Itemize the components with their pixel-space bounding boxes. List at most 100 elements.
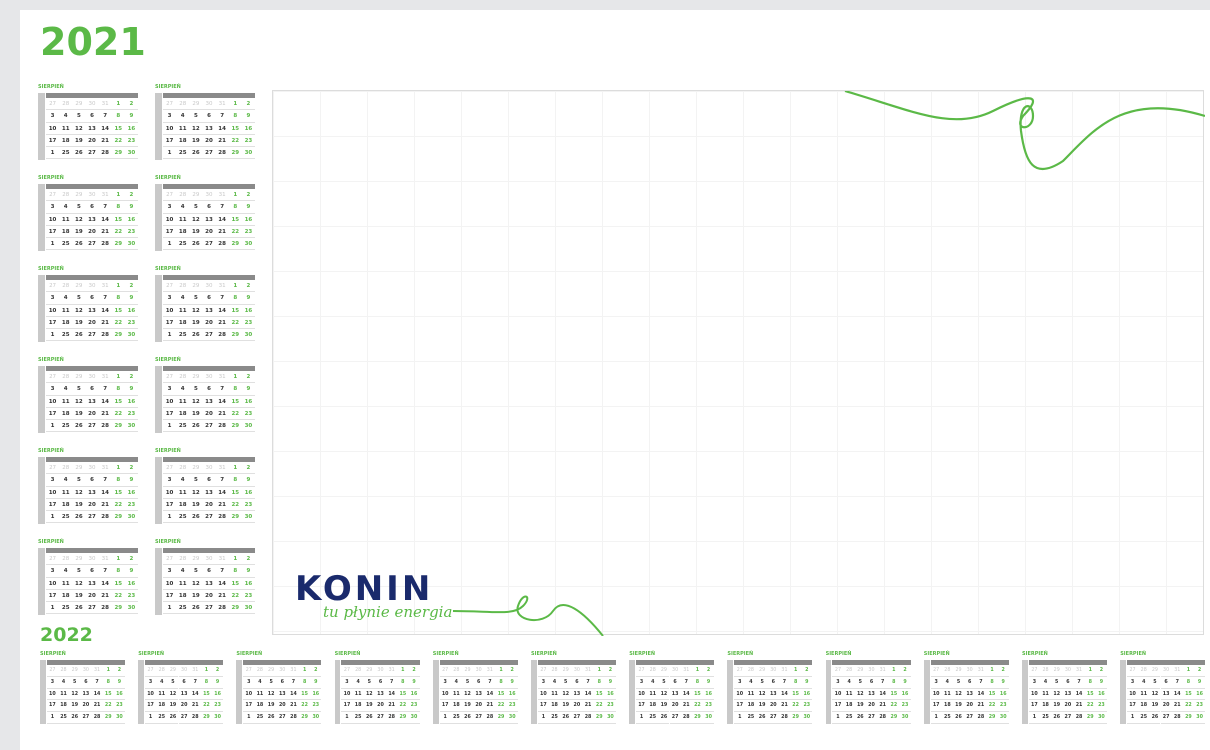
day: 27 <box>85 420 99 433</box>
day: 17 <box>46 317 60 330</box>
day: 14 <box>98 123 112 135</box>
day: 19 <box>189 135 203 148</box>
day: 29 <box>189 98 203 111</box>
day: 29 <box>986 712 998 724</box>
day: 27 <box>767 712 779 724</box>
day: 17 <box>537 700 549 713</box>
day: 1 <box>228 189 242 202</box>
day: 9 <box>241 383 255 396</box>
day: 7 <box>91 677 103 689</box>
day: 28 <box>98 420 112 433</box>
day: 16 <box>408 689 420 701</box>
day: 17 <box>163 317 177 330</box>
day: 5 <box>189 383 203 396</box>
day: 14 <box>680 689 692 701</box>
day: 15 <box>111 123 125 135</box>
day: 1 <box>163 511 177 524</box>
day: 28 <box>680 712 692 724</box>
week-column <box>155 275 162 342</box>
day: 31 <box>877 665 889 677</box>
day: 2 <box>124 371 138 384</box>
day: 16 <box>124 123 138 135</box>
day: 12 <box>69 689 81 701</box>
day: 29 <box>1084 712 1096 724</box>
day: 30 <box>669 665 681 677</box>
day: 31 <box>1073 665 1085 677</box>
mini-calendar: SIERPIEŃ 27 28 29 30 31 1 2 3 4 5 6 7 8 9 10 11 12 13 14 15 1… <box>155 84 255 160</box>
day: 2 <box>241 462 255 475</box>
day: 7 <box>386 677 398 689</box>
day: 26 <box>363 712 375 724</box>
day: 28 <box>59 98 73 111</box>
month-name: SIERPIEŃ <box>38 448 64 454</box>
day: 17 <box>144 700 157 713</box>
day: 6 <box>473 677 485 689</box>
day: 3 <box>46 201 60 214</box>
day: 19 <box>72 408 86 421</box>
day: 20 <box>202 590 216 603</box>
day: 9 <box>124 110 138 123</box>
day: 16 <box>241 396 255 408</box>
day: 12 <box>265 689 277 701</box>
day: 23 <box>124 317 138 330</box>
day: 2 <box>124 462 138 475</box>
day: 11 <box>647 689 659 701</box>
day: 10 <box>163 123 177 135</box>
day: 6 <box>85 383 99 396</box>
day: 1 <box>1126 712 1139 724</box>
day: 9 <box>241 110 255 123</box>
day: 12 <box>560 689 572 701</box>
day: 13 <box>374 689 387 701</box>
day: 14 <box>1073 689 1085 701</box>
day: 20 <box>865 700 878 713</box>
day: 30 <box>124 147 138 160</box>
day: 19 <box>189 499 203 512</box>
day: 26 <box>189 147 203 160</box>
mini-calendar: SIERPIEŃ 27 28 29 30 31 1 2 3 4 5 6 7 8 9 10 11 12 13 14 15 1… <box>155 266 255 342</box>
day: 6 <box>1062 677 1074 689</box>
day: 4 <box>941 677 953 689</box>
day: 27 <box>202 420 216 433</box>
day: 20 <box>85 499 99 512</box>
day: 20 <box>202 408 216 421</box>
day: 22 <box>111 408 125 421</box>
mini-calendar: SIERPIEŃ 27 28 29 30 31 1 2 3 4 5 6 7 8 9 10 11 12 13 14 15 1… <box>138 651 224 724</box>
day: 10 <box>46 123 60 135</box>
day: 27 <box>341 665 353 677</box>
day: 25 <box>176 420 190 433</box>
day: 27 <box>1126 665 1139 677</box>
day: 29 <box>189 189 203 202</box>
day: 29 <box>790 712 802 724</box>
day: 9 <box>124 383 138 396</box>
day: 30 <box>801 712 813 724</box>
week-column <box>38 275 45 342</box>
day: 5 <box>72 110 86 123</box>
day: 2 <box>408 665 420 677</box>
day: 21 <box>98 135 112 148</box>
weekday-header <box>163 366 255 371</box>
mini-calendar: SIERPIEŃ 27 28 29 30 31 1 2 3 4 5 6 7 8 9 10 11 12 13 14 15 1… <box>38 175 138 251</box>
day: 3 <box>46 474 60 487</box>
day: 29 <box>363 665 375 677</box>
day: 30 <box>124 329 138 342</box>
week-column <box>38 184 45 251</box>
day: 30 <box>85 98 99 111</box>
day: 4 <box>59 292 73 305</box>
day: 8 <box>986 677 998 689</box>
day: 15 <box>228 578 242 590</box>
day: 10 <box>46 689 58 701</box>
day: 8 <box>790 677 802 689</box>
day: 22 <box>228 226 242 239</box>
day: 9 <box>212 677 224 689</box>
mini-calendar: SIERPIEŃ 27 28 29 30 31 1 2 3 4 5 6 7 8 9 10 11 12 13 14 15 1… <box>155 539 255 615</box>
day: 5 <box>560 677 572 689</box>
day: 8 <box>228 383 242 396</box>
day: 19 <box>363 700 375 713</box>
day: 5 <box>854 677 866 689</box>
day: 3 <box>1126 677 1139 689</box>
day: 29 <box>111 602 125 615</box>
day: 2 <box>506 665 518 677</box>
day: 18 <box>59 590 73 603</box>
day: 30 <box>80 665 92 677</box>
day: 20 <box>571 700 583 713</box>
